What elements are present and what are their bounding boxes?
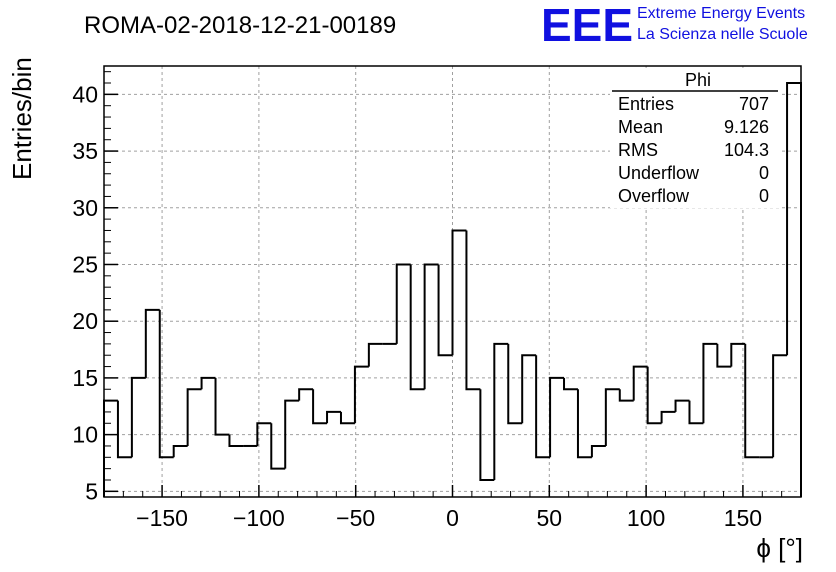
eee-logo: EEE Extreme Energy Events La Scienza nel…: [541, 0, 808, 51]
histogram-bin-27: [479, 389, 495, 481]
histogram-bin-31: [535, 355, 551, 459]
y-tick-label: 30: [72, 195, 98, 221]
y-tick-label: 25: [72, 251, 98, 277]
histogram-bin-5: [172, 444, 188, 458]
histogram-bin-23: [423, 263, 439, 390]
histogram-bin-13: [284, 399, 300, 469]
stats-value-entries: 707: [739, 94, 769, 114]
histogram-bin-38: [632, 365, 648, 401]
histogram-bin-37: [618, 389, 634, 402]
histogram-bin-4: [158, 309, 174, 459]
histogram-bin-28: [493, 342, 509, 480]
x-tick-label: −100: [233, 505, 285, 531]
histogram-bin-43: [702, 342, 718, 424]
histogram-bin-32: [549, 376, 565, 458]
axes: −150 −100 −50 0 50 100 150 5 10 15 20 25 30 35 40: [72, 65, 802, 531]
histogram-bin-22: [409, 264, 425, 391]
histogram-bin-48: [772, 354, 788, 458]
x-tick-label: 50: [537, 505, 563, 531]
logo-line-1: Extreme Energy Events: [637, 5, 805, 22]
y-tick-label: 5: [85, 478, 98, 504]
stats-label-overflow: Overflow: [618, 186, 690, 206]
histogram-bin-33: [563, 377, 578, 391]
stats-label-rms: RMS: [618, 140, 658, 160]
histogram-bin-39: [646, 366, 662, 425]
histogram-bin-40: [660, 410, 676, 424]
x-tick-label: −50: [336, 505, 375, 531]
histogram-bin-42: [688, 400, 704, 425]
histogram-bin-26: [465, 230, 481, 391]
stats-value-underflow: 0: [759, 163, 769, 183]
stats-label-mean: Mean: [618, 117, 663, 137]
histogram-bin-1: [116, 400, 132, 459]
x-tick-label: −150: [136, 505, 188, 531]
histogram-bin-35: [590, 444, 606, 458]
histogram-bin-25: [451, 229, 467, 356]
stats-value-rms: 104.3: [724, 140, 769, 160]
logo-line-2: La Scienza nelle Scuole: [637, 26, 808, 43]
histogram-bin-19: [367, 342, 383, 367]
histogram-bin-24: [437, 264, 453, 357]
y-tick-label: 40: [72, 81, 98, 107]
histogram-bin-16: [326, 410, 341, 424]
histogram-bin-14: [298, 388, 314, 401]
histogram-bin-2: [130, 376, 146, 458]
histogram-bin-15: [312, 389, 328, 425]
histogram-bin-30: [521, 354, 537, 424]
histogram-bin-45: [730, 342, 746, 367]
histogram-bin-34: [576, 389, 592, 459]
histogram-bin-9: [228, 434, 244, 447]
stats-title: Phi: [685, 70, 711, 90]
histogram-bin-46: [744, 343, 760, 459]
histogram-bin-17: [339, 411, 355, 425]
x-tick-label: 0: [446, 505, 459, 531]
histogram-bin-0: [103, 399, 118, 497]
y-axis-label: Entries/bin: [7, 57, 37, 180]
y-tick-label: 10: [72, 422, 98, 448]
x-axis-label: ϕ [°]: [756, 533, 803, 563]
histogram-bin-3: [144, 308, 160, 378]
histogram-bin-8: [214, 377, 230, 436]
histogram-bin-29: [507, 343, 523, 425]
histogram-bin-11: [256, 422, 272, 446]
histogram-bin-7: [200, 376, 216, 390]
x-tick-label: 150: [724, 505, 762, 531]
histogram-bin-18: [353, 365, 369, 424]
y-tick-label: 20: [72, 308, 98, 334]
histogram-bin-41: [674, 399, 690, 412]
y-tick-label: 15: [72, 365, 98, 391]
histogram-bin-6: [186, 388, 202, 446]
histogram-bin-44: [716, 343, 732, 368]
stats-value-overflow: 0: [759, 186, 769, 206]
stats-box: Phi Entries 707 Mean 9.126 RMS 104.3 Underflow…: [610, 68, 782, 208]
histogram-bin-36: [604, 388, 620, 446]
histogram-bin-21: [395, 263, 411, 344]
x-tick-label: 100: [627, 505, 665, 531]
stats-label-entries: Entries: [618, 94, 674, 114]
y-tick-label: 35: [72, 138, 98, 164]
stats-label-underflow: Underflow: [618, 163, 700, 183]
chart-title: ROMA-02-2018-12-21-00189: [84, 12, 396, 39]
eee-logo-mark: EEE: [541, 0, 633, 51]
histogram-series: [103, 82, 802, 497]
stats-value-mean: 9.126: [724, 117, 769, 137]
histogram-bin-12: [270, 423, 286, 470]
